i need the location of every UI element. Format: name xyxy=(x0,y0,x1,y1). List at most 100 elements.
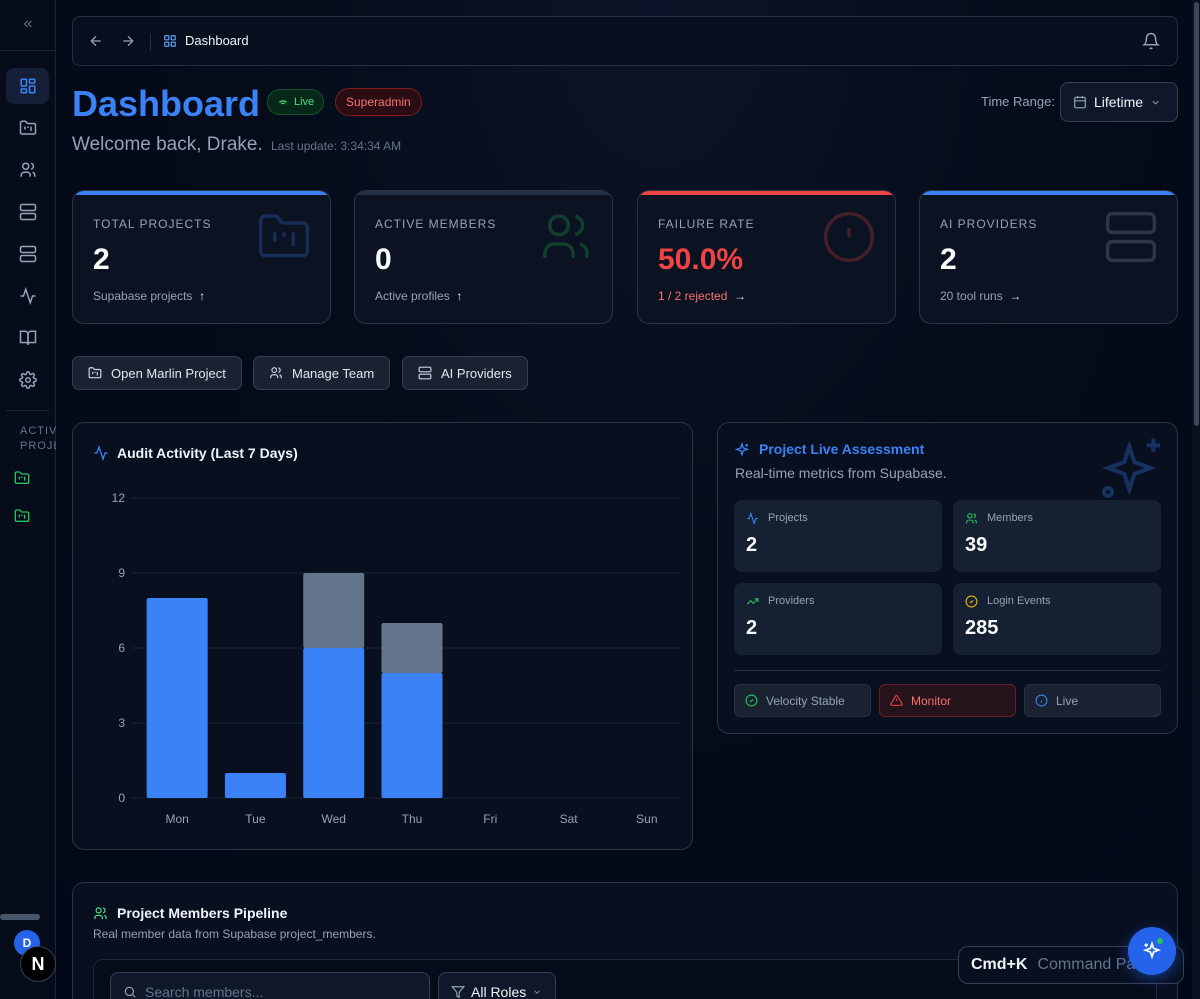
bar-mon xyxy=(146,598,208,798)
time-range-label: Time Range: xyxy=(981,94,1055,109)
metric-value: 2 xyxy=(746,534,758,556)
collapse-sidebar-icon[interactable]: « xyxy=(23,15,33,32)
status-label: Velocity Stable xyxy=(766,693,845,708)
folder-kanban-icon xyxy=(19,120,36,135)
page-scrollbar-thumb[interactable] xyxy=(1194,2,1199,426)
sidebar-scrollbar[interactable] xyxy=(0,914,40,920)
book-open-icon xyxy=(19,330,36,345)
stat-card-failure-rate[interactable]: FAILURE RATE 50.0% 1 / 2 rejected → xyxy=(637,190,896,324)
sidebar-item-team[interactable] xyxy=(6,152,49,188)
x-tick-label: Sat xyxy=(560,812,579,826)
y-tick-label: 6 xyxy=(118,641,125,655)
open-project-label: Open Marlin Project xyxy=(111,365,226,381)
bar-thu xyxy=(381,673,443,798)
stat-sub: Active profiles ↑ xyxy=(375,289,462,303)
activity-icon xyxy=(20,287,35,305)
nextjs-logo-icon[interactable]: N xyxy=(20,946,56,982)
page-scrollbar[interactable] xyxy=(1192,0,1200,999)
manage-team-label: Manage Team xyxy=(292,365,375,381)
sidebar: « ACTIVE PROJECTS xyxy=(0,0,56,999)
layout-grid-icon xyxy=(164,35,176,47)
status-label: Live xyxy=(1056,693,1079,708)
status-label: Monitor xyxy=(911,693,952,708)
search-input[interactable] xyxy=(145,984,405,999)
card-accent-bar xyxy=(355,191,612,195)
project-live-assessment-panel xyxy=(717,422,1178,734)
search-icon xyxy=(124,986,136,998)
card-accent-bar xyxy=(920,191,1177,195)
y-tick-label: 0 xyxy=(118,791,125,805)
active-projects-label: ACTIVE PROJECTS xyxy=(20,425,56,452)
x-tick-label: Wed xyxy=(321,812,345,826)
assessment-subtitle: Real-time metrics from Supabase. xyxy=(735,465,947,481)
metric-value: 285 xyxy=(965,617,999,639)
metric-members: Members 39 xyxy=(953,500,1161,572)
metric-label: Projects xyxy=(768,512,808,524)
calendar-icon xyxy=(1074,96,1086,109)
time-range-select[interactable]: Lifetime xyxy=(1060,82,1178,122)
role-filter-select[interactable]: All Roles xyxy=(438,972,556,999)
trending-up-icon xyxy=(746,598,759,605)
arrow-right-icon: → xyxy=(1009,289,1022,303)
folder-kanban-icon xyxy=(14,509,30,522)
sidebar-item-projects[interactable] xyxy=(6,110,49,146)
metric-value: 2 xyxy=(746,617,758,639)
bell-icon[interactable] xyxy=(1142,32,1160,50)
stat-sub-text: 20 tool runs xyxy=(940,289,1003,303)
sidebar-item-servers[interactable] xyxy=(6,194,49,230)
status-monitor: Monitor xyxy=(879,684,1016,717)
sidebar-project-2[interactable] xyxy=(14,508,32,526)
chart-title: Audit Activity (Last 7 Days) xyxy=(117,445,298,461)
sidebar-item-docs[interactable] xyxy=(6,320,49,356)
activity-icon xyxy=(94,445,108,461)
sidebar-item-settings[interactable] xyxy=(6,362,49,398)
sidebar-item-providers[interactable] xyxy=(6,236,49,272)
alert-circle-icon xyxy=(823,211,875,263)
stat-card-ai-providers[interactable]: AI PROVIDERS 2 20 tool runs → xyxy=(919,190,1178,324)
metric-projects: Projects 2 xyxy=(734,500,942,572)
server-icon xyxy=(1105,211,1157,263)
manage-team-button[interactable]: Manage Team xyxy=(253,356,391,390)
sidebar-item-activity[interactable] xyxy=(6,278,49,314)
x-tick-label: Sun xyxy=(636,812,657,826)
assessment-title: Project Live Assessment xyxy=(759,441,925,457)
pipeline-title: Project Members Pipeline xyxy=(117,905,288,921)
ai-assistant-button[interactable] xyxy=(1128,927,1176,975)
audit-activity-chart: 0 3 6 9 12 Mon Tue Wed Thu Fri Sat Sun xyxy=(112,491,680,826)
last-update-text: Last update: 3:34:34 AM xyxy=(271,139,402,153)
breadcrumb[interactable]: Dashboard xyxy=(185,33,249,48)
sparkles-icon xyxy=(1102,438,1160,498)
folder-kanban-icon xyxy=(88,367,102,379)
online-indicator xyxy=(1155,936,1165,946)
stat-value: 50.0% xyxy=(658,243,744,276)
sparkles-icon xyxy=(1142,941,1162,960)
x-tick-label: Mon xyxy=(165,812,188,826)
stat-card-active-members[interactable]: ACTIVE MEMBERS 0 Active profiles ↑ xyxy=(354,190,613,324)
stat-card-total-projects[interactable]: TOTAL PROJECTS 2 Supabase projects ↑ xyxy=(72,190,331,324)
sidebar-project-1[interactable] xyxy=(14,470,32,488)
card-accent-bar xyxy=(638,191,895,195)
stat-sub-text: Supabase projects xyxy=(93,289,193,303)
arrow-left-icon[interactable] xyxy=(88,33,104,49)
arrow-up-icon: ↑ xyxy=(199,289,206,303)
chevron-down-icon xyxy=(534,990,541,994)
metric-label: Providers xyxy=(768,595,815,607)
users-icon xyxy=(20,162,36,177)
stat-sub: Supabase projects ↑ xyxy=(93,289,205,303)
users-icon xyxy=(270,367,282,379)
stat-value: 2 xyxy=(93,243,110,276)
users-icon xyxy=(94,907,107,920)
live-badge: Live xyxy=(267,89,325,115)
info-icon xyxy=(1035,694,1048,707)
arrow-right-icon[interactable] xyxy=(120,33,136,49)
stat-sub-text: 1 / 2 rejected xyxy=(658,289,728,303)
alert-triangle-icon xyxy=(890,695,903,706)
ai-providers-button[interactable]: AI Providers xyxy=(402,356,528,390)
stat-label: TOTAL PROJECTS xyxy=(93,217,212,231)
server-icon xyxy=(418,366,432,380)
y-tick-label: 3 xyxy=(118,716,125,730)
open-project-button[interactable]: Open Marlin Project xyxy=(72,356,242,390)
folder-kanban-icon xyxy=(258,214,310,258)
sidebar-item-dashboard[interactable] xyxy=(6,68,49,104)
